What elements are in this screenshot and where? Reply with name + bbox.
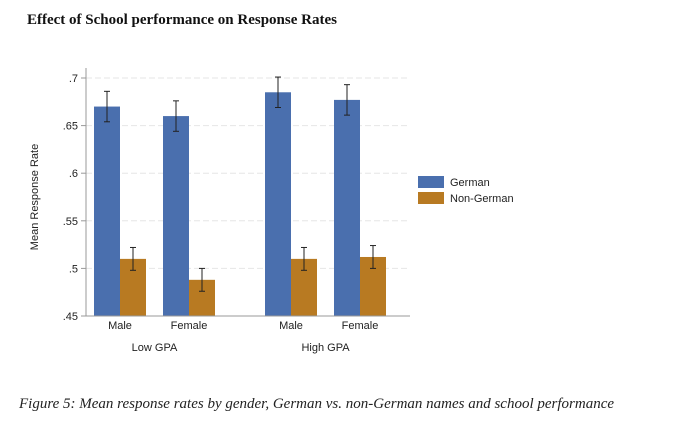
x-category-label: Male — [108, 320, 132, 332]
figure-caption: Figure 5: Mean response rates by gender,… — [19, 396, 615, 412]
x-group-label: High GPA — [301, 342, 350, 354]
bars — [94, 76, 386, 316]
bar-german — [265, 92, 291, 316]
y-tick-label: .65 — [63, 121, 78, 133]
x-group-label: Low GPA — [132, 342, 178, 354]
y-tick-label: .5 — [69, 263, 78, 275]
bar-german — [334, 99, 360, 316]
y-axis: .45 .5 .55 .6 .65 .7 — [63, 68, 87, 323]
y-axis-label: Mean Response Rate — [29, 144, 41, 250]
x-category-label: Female — [342, 320, 379, 332]
legend-swatch-german — [418, 176, 444, 188]
y-tick-label: .55 — [63, 216, 78, 228]
x-category-label: Male — [279, 320, 303, 332]
chart-title: Effect of School performance on Response… — [27, 12, 337, 28]
y-tick-label: .7 — [69, 73, 78, 85]
bar-german — [163, 116, 189, 316]
y-tick-label: .6 — [69, 168, 78, 180]
bar-german — [94, 106, 120, 316]
legend: German Non-German — [418, 176, 514, 205]
gridlines — [86, 77, 410, 269]
legend-swatch-non-german — [418, 192, 444, 204]
y-tick-label: .45 — [63, 311, 78, 323]
legend-label: Non-German — [450, 193, 514, 205]
legend-label: German — [450, 177, 490, 189]
x-category-label: Female — [171, 320, 208, 332]
